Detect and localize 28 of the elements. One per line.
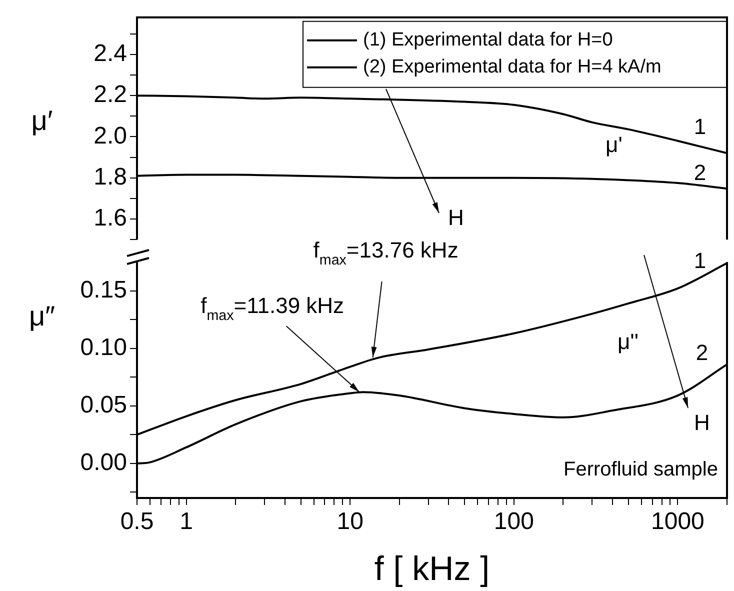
y-tick-label: 2.2: [94, 81, 127, 108]
y-tick-label: 0.10: [80, 334, 127, 361]
y-tick-label: 1.6: [94, 204, 127, 232]
y-tick-label: 2.4: [94, 40, 127, 68]
annotation: μ'': [617, 329, 639, 354]
y-axis-title: μ′: [31, 105, 53, 136]
x-tick-label: 100: [494, 508, 534, 536]
legend-label: (2) Experimental data for H=4 kA/m: [363, 56, 662, 78]
y-tick-label: 1.8: [94, 164, 127, 191]
y-tick-label: 2.0: [94, 122, 127, 150]
x-axis-title: f [ kHz ]: [374, 550, 490, 588]
annotation: 1: [694, 114, 706, 140]
annotation: 2: [694, 160, 706, 186]
y-tick-label: 0.00: [80, 449, 127, 476]
annotation: 2: [696, 340, 708, 366]
x-tick-label: 1: [180, 508, 193, 536]
legend-label: (1) Experimental data for H=0: [363, 30, 613, 51]
y-axis-title: μ″: [28, 300, 56, 332]
annotation: 1: [694, 248, 706, 274]
y-tick-label: 0.05: [80, 392, 127, 419]
y-tick-label: 0.15: [80, 276, 127, 304]
x-tick-label: 1000: [650, 508, 704, 536]
annotation: H: [694, 410, 710, 436]
annotation: μ': [606, 132, 622, 158]
x-tick-label: 0.5: [120, 508, 154, 536]
x-tick-label: 10: [336, 508, 364, 536]
annotation: H: [448, 205, 464, 230]
annotation: Ferrofluid sample: [563, 458, 718, 481]
